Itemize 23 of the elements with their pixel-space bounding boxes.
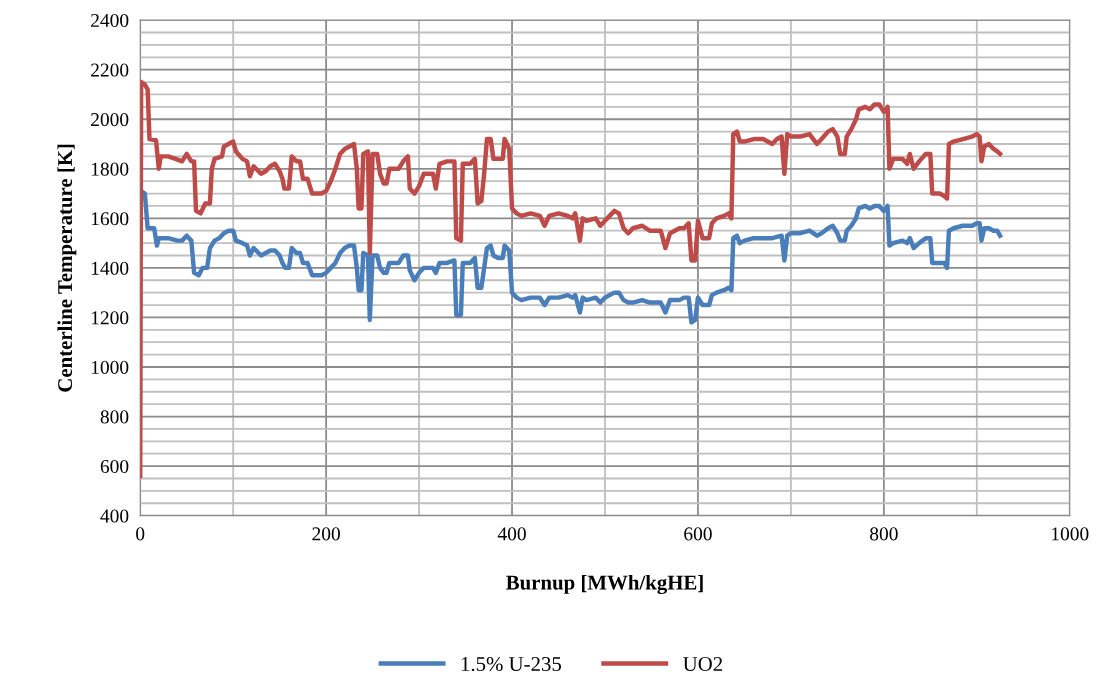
y-tick-label: 2400 (91, 13, 129, 28)
y-tick-label: 1600 (91, 212, 129, 226)
y-tick-label: 1400 (91, 261, 129, 275)
x-tick-label: 1000 (1052, 527, 1089, 541)
legend-label: UO2 (683, 657, 723, 672)
line-series (140, 188, 1003, 325)
y-tick-label: 2000 (91, 113, 129, 127)
y-axis-title: Centerline Temperature [K] (57, 144, 77, 392)
x-tick-label: 600 (684, 527, 712, 541)
x-tick-label: 400 (497, 527, 526, 541)
x-tick-label: 0 (136, 527, 145, 541)
y-tick-label: 1000 (91, 360, 129, 374)
y-tick-label: 400 (100, 509, 129, 523)
y-tick-label: 1200 (91, 311, 129, 325)
x-axis-title: Burnup [MWh/kgHE] (506, 574, 703, 594)
y-tick-label: 1800 (91, 162, 129, 176)
y-tick-label: 800 (100, 410, 129, 424)
y-tick-label: 2200 (91, 63, 129, 77)
y-tick-label: 600 (100, 459, 129, 474)
x-tick-label: 800 (870, 527, 898, 541)
x-tick-label: 200 (312, 527, 340, 541)
legend-label: 1.5% U-235 (461, 656, 562, 672)
line-series (140, 79, 1003, 479)
